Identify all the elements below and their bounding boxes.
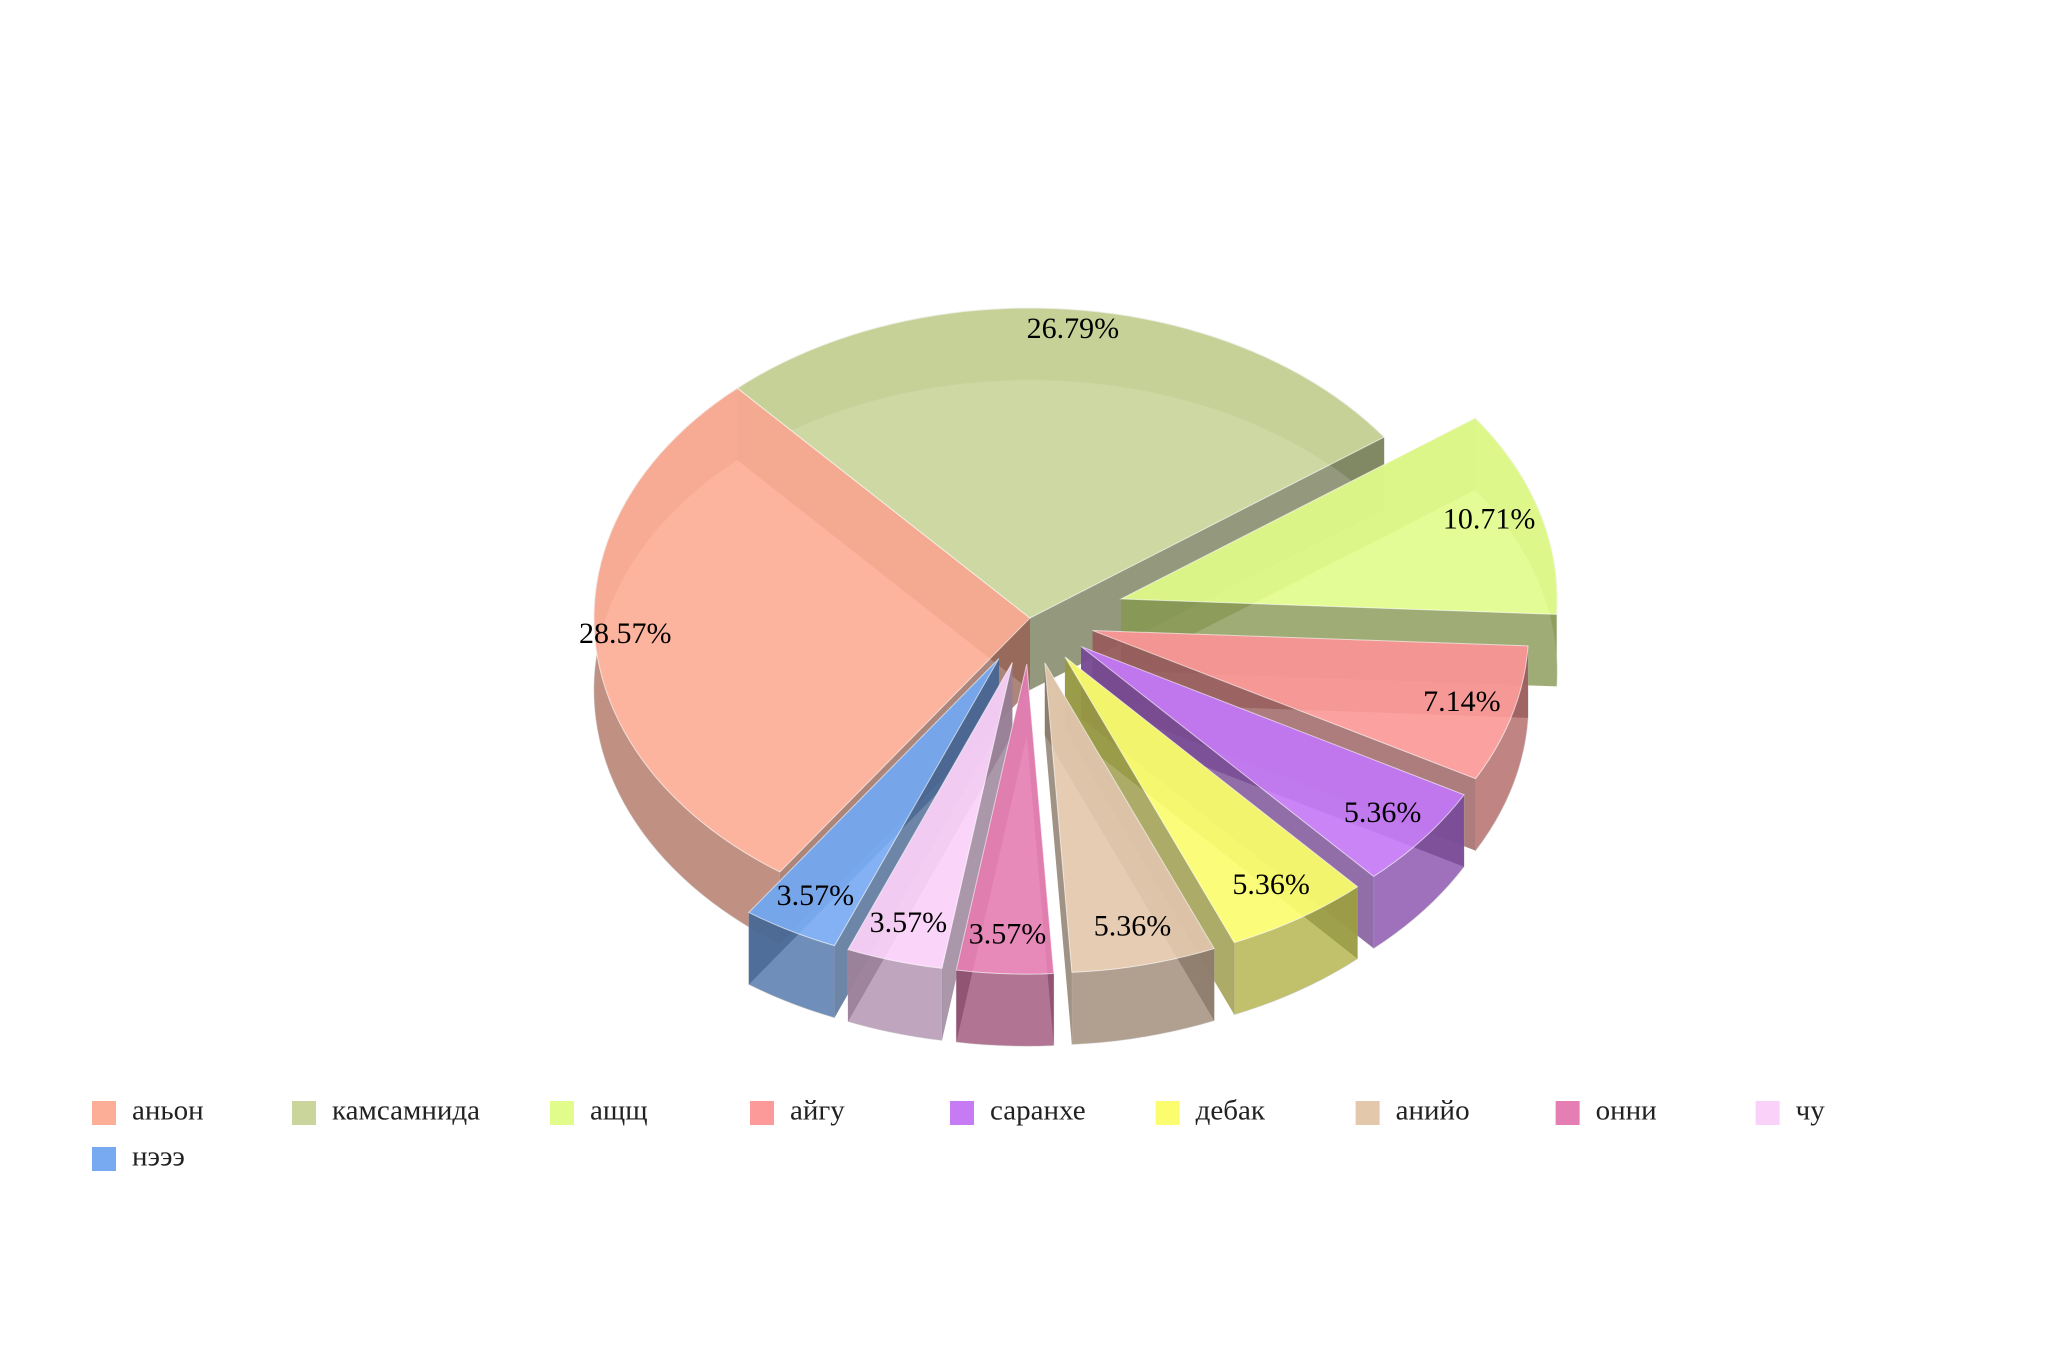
legend-item: чу — [1755, 1095, 1826, 1127]
legend-swatch — [92, 1147, 116, 1171]
legend-item: дебак — [1155, 1095, 1266, 1127]
value-label: 26.79% — [1027, 312, 1120, 345]
slice — [1044, 662, 1215, 973]
legend-label: анийо — [1396, 1095, 1470, 1127]
legend-label: чу — [1796, 1095, 1826, 1127]
value-label: 3.57% — [870, 906, 948, 939]
slice-tops — [593, 307, 1558, 975]
value-label: 5.36% — [1232, 868, 1310, 901]
legend-item: анийо — [1355, 1095, 1470, 1127]
legend-item: онни — [1555, 1095, 1657, 1127]
legend-label: аньон — [132, 1095, 204, 1127]
legend-item: айгу — [750, 1095, 845, 1127]
legend-label: камсамнида — [332, 1095, 480, 1127]
legend-label: онни — [1596, 1095, 1657, 1127]
legend-swatch — [1155, 1101, 1180, 1125]
legend-item: камсамнида — [292, 1095, 480, 1127]
value-label: 10.71% — [1443, 503, 1536, 536]
legend-label: нэээ — [132, 1141, 185, 1173]
slice — [1119, 417, 1558, 615]
slice — [955, 663, 1055, 975]
legend-swatch — [550, 1101, 574, 1125]
slice — [1064, 656, 1359, 944]
legend-swatch — [92, 1101, 116, 1125]
legend-label: айгу — [790, 1095, 845, 1127]
legend-swatch — [292, 1101, 316, 1125]
legend-swatch — [1755, 1101, 1780, 1125]
slice-side — [955, 969, 1055, 1047]
legend-item: аньон — [92, 1095, 204, 1127]
value-label: 7.14% — [1423, 685, 1501, 718]
legend-label: дебак — [1196, 1095, 1266, 1127]
legend-swatch — [950, 1101, 974, 1125]
slice — [1092, 629, 1529, 780]
value-label: 3.57% — [969, 917, 1047, 950]
value-label: 3.57% — [777, 879, 855, 912]
legend-swatch — [1555, 1101, 1580, 1125]
slice — [747, 658, 1000, 947]
legend-item: нэээ — [92, 1141, 185, 1173]
value-label: 28.57% — [579, 617, 672, 650]
slice — [593, 387, 1031, 873]
legend-swatch — [750, 1101, 774, 1125]
value-label: 5.36% — [1344, 796, 1422, 829]
legend-label: ащщ — [590, 1095, 648, 1127]
value-labels: 28.57% 26.79% 10.71% 7.14% 5.36% 5.36% 5.36% 3.… — [579, 312, 1535, 950]
legend-label: саранхе — [990, 1095, 1086, 1127]
legend-swatch — [1355, 1101, 1380, 1125]
legend: аньон камсамнида ащщ айгу саранхе дебак анийо о… — [92, 1095, 1825, 1173]
slice — [847, 662, 1013, 969]
slice — [1080, 646, 1465, 877]
slice — [736, 307, 1385, 619]
legend-item: саранхе — [950, 1095, 1086, 1127]
value-label: 5.36% — [1094, 909, 1172, 942]
legend-item: ащщ — [550, 1095, 648, 1127]
slice-cut — [1044, 662, 1072, 1045]
